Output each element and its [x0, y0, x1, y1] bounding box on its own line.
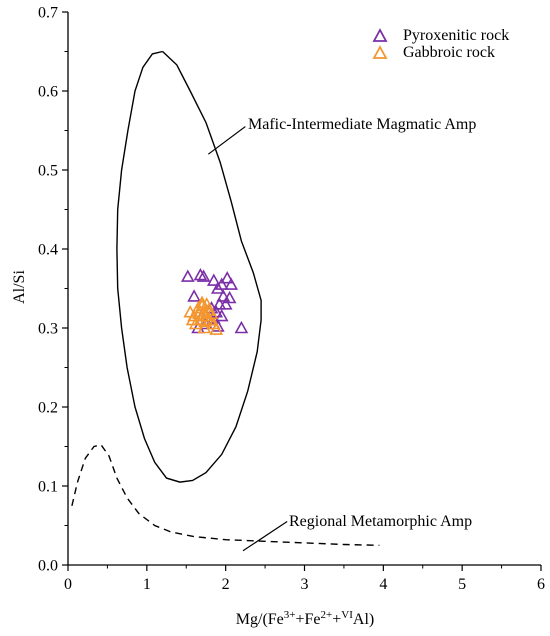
data-point: [185, 312, 200, 326]
legend-marker-gabbroic: [372, 45, 388, 59]
data-point: [187, 289, 201, 302]
series-gabbroic: [183, 295, 224, 335]
data-point: [210, 281, 225, 294]
data-point: [196, 269, 211, 282]
data-point: [198, 314, 213, 328]
data-point: [193, 267, 208, 281]
axes: 0 1 2 3 4 5 6 0.0 0.1 0.2 0.3 0.4 0.5 0.6 0.7: [38, 5, 545, 594]
y-tick-label: 0.2: [38, 400, 58, 417]
data-point: [199, 297, 214, 310]
data-point: [214, 308, 229, 322]
data-point: [224, 277, 239, 290]
y-tick-label: 0.1: [38, 479, 58, 496]
data-point: [222, 290, 237, 304]
data-point: [216, 289, 231, 302]
x-tick-label: 3: [301, 576, 309, 593]
data-point: [197, 320, 212, 334]
legend-item-pyroxenitic: Pyroxenitic rock: [372, 27, 509, 44]
field-mafic-intermediate-boundary: [116, 50, 262, 483]
data-point: [234, 320, 249, 334]
data-point: [204, 306, 219, 320]
x-tick-label: 1: [143, 576, 151, 593]
data-point: [220, 271, 235, 284]
x-tick-label: 6: [537, 576, 545, 593]
data-point: [206, 273, 221, 286]
annotation-leader-regional: [242, 521, 288, 552]
data-point: [188, 316, 203, 330]
data-point: [209, 322, 224, 335]
annotation-regional-metamorphic: Regional Metamorphic Amp: [289, 513, 472, 530]
x-tick-label: 2: [222, 576, 230, 593]
legend-label-gabbroic: Gabbroic rock: [403, 44, 495, 61]
legend-item-gabbroic: Gabbroic rock: [372, 44, 495, 61]
x-tick-label: 4: [379, 576, 387, 593]
plot-area: [71, 50, 380, 552]
y-tick-label: 0.7: [38, 5, 58, 22]
legend-marker-pyroxenitic: [372, 28, 388, 42]
y-tick-label: 0.3: [38, 321, 58, 338]
annotation-leader-mafic: [207, 126, 246, 155]
x-tick-label: 0: [64, 576, 72, 593]
y-tick-label: 0.4: [38, 242, 58, 259]
data-point: [192, 306, 206, 320]
y-tick-label: 0.6: [38, 84, 58, 101]
data-point: [180, 269, 195, 282]
x-axis-title: Mg/(Fe3++Fe2++VIAl): [236, 609, 374, 628]
x-tick-label: 5: [458, 576, 466, 593]
legend: Pyroxenitic rock Gabbroic rock: [372, 27, 509, 61]
data-point: [204, 301, 219, 314]
legend-label-pyroxenitic: Pyroxenitic rock: [403, 27, 509, 44]
field-regional-metamorphic-boundary: [71, 444, 380, 546]
y-axis-title: Al/Si: [11, 270, 28, 304]
annotation-mafic-intermediate: Mafic-Intermediate Magmatic Amp: [248, 116, 476, 133]
y-tick-label: 0.0: [38, 558, 58, 575]
data-point: [212, 297, 227, 310]
y-tick-label: 0.5: [38, 163, 58, 180]
